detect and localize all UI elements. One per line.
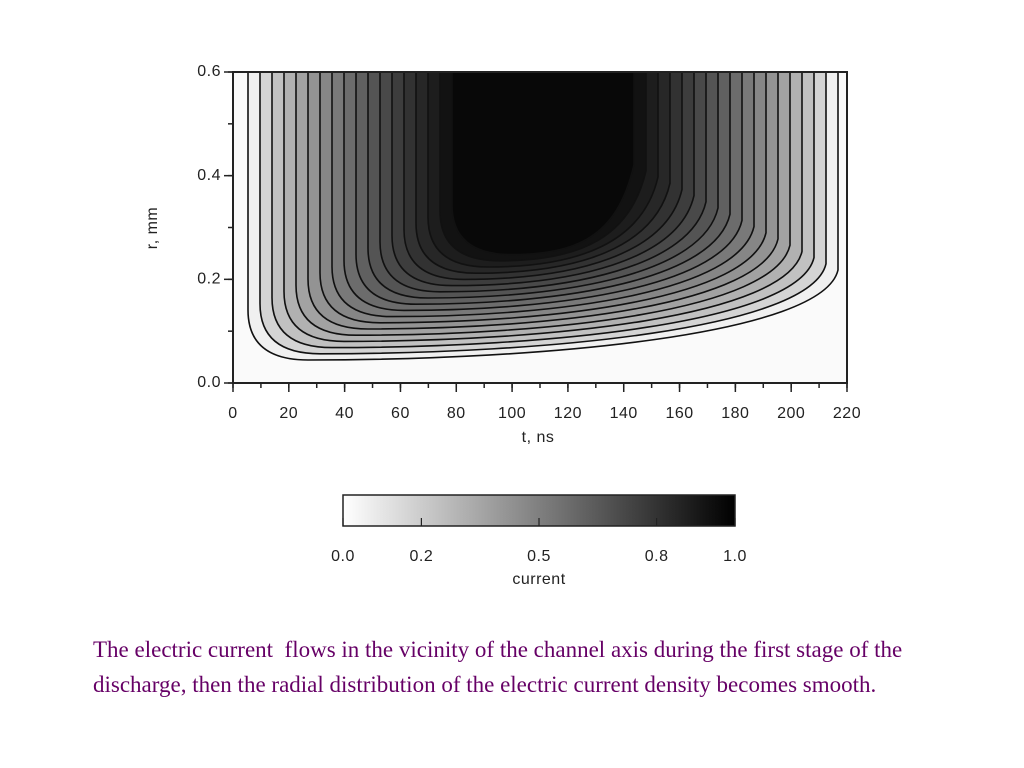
y-tick-label: 0.0 <box>197 374 221 391</box>
colorbar-tick-label: 0.0 <box>331 548 355 565</box>
x-tick-label: 160 <box>665 405 693 422</box>
x-tick-label: 140 <box>610 405 638 422</box>
x-tick-label: 0 <box>228 405 237 422</box>
chart: t, ns r, mm current 0 20 40 60 80 100 120 140 16… <box>144 63 861 588</box>
x-tick-label: 200 <box>777 405 805 422</box>
y-tick-label: 0.4 <box>197 167 221 184</box>
x-axis-label: t, ns <box>522 429 555 446</box>
colorbar-label: current <box>512 571 565 588</box>
colorbar-tick-label: 1.0 <box>723 548 747 565</box>
contour-field <box>247 72 839 361</box>
contour-band <box>451 72 635 256</box>
x-tick-label: 220 <box>833 405 861 422</box>
x-tick-label: 20 <box>279 405 298 422</box>
x-tick-label: 40 <box>335 405 354 422</box>
x-tick-label: 100 <box>498 405 526 422</box>
y-tick-label: 0.6 <box>197 63 221 80</box>
x-tick-label: 120 <box>554 405 582 422</box>
colorbar-tick-label: 0.2 <box>410 548 434 565</box>
y-axis-label: r, mm <box>144 207 161 250</box>
colorbar-tick-label: 0.5 <box>527 548 551 565</box>
caption: The electric current flows in the vicini… <box>93 637 908 697</box>
y-tick-label: 0.2 <box>197 271 221 288</box>
x-tick-label: 60 <box>391 405 410 422</box>
x-tick-label: 180 <box>721 405 749 422</box>
colorbar-tick-label: 0.8 <box>645 548 669 565</box>
x-tick-label: 80 <box>447 405 466 422</box>
